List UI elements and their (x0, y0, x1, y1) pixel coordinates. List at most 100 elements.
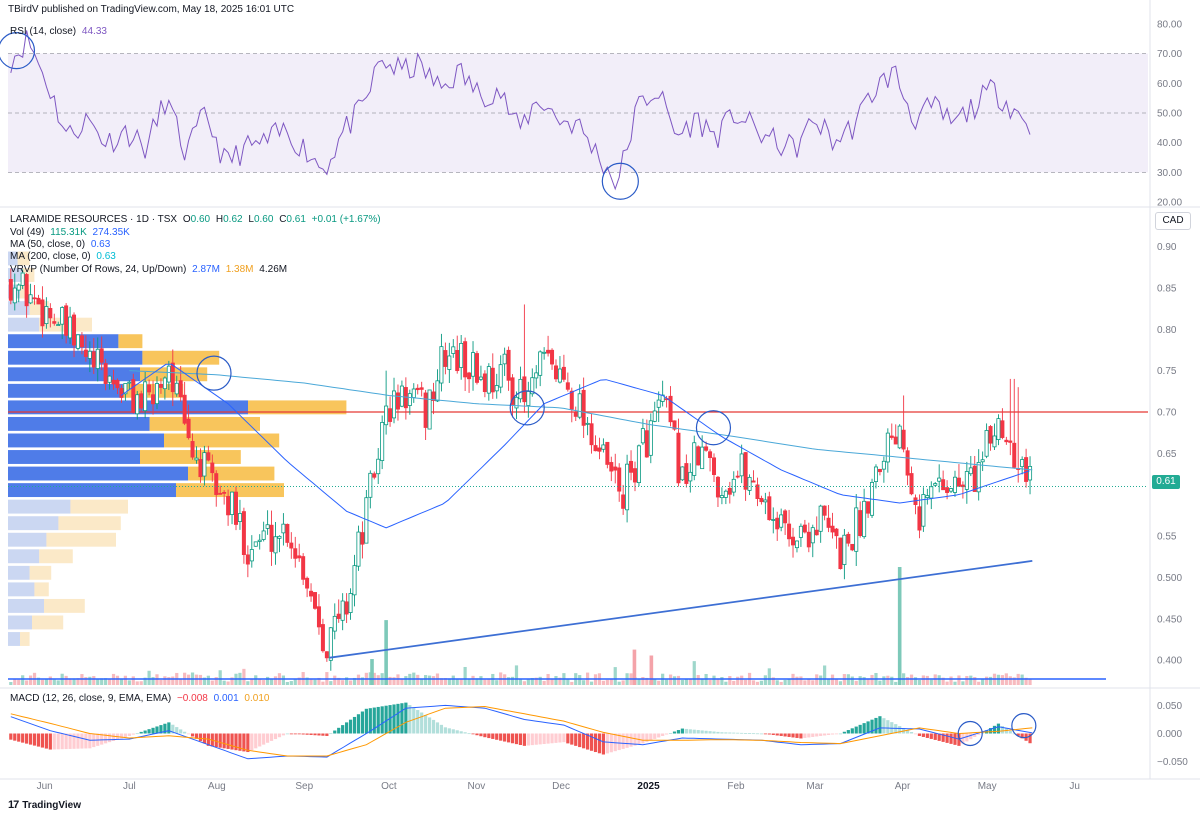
candle-body-50 (206, 452, 211, 461)
tradingview-brand[interactable]: 17 TradingView (8, 799, 81, 811)
vrvp-up-21 (8, 598, 44, 613)
vrvp-legend[interactable]: VRVP (Number Of Rows, 24, Up/Down) 2.87M… (10, 263, 290, 276)
macd-hist-70 (285, 733, 289, 735)
symbol-legend[interactable]: LARAMIDE RESOURCES · 1D · TSX O0.60 H0.6… (10, 213, 384, 226)
macd-hist-186 (744, 733, 748, 734)
candle-body-16 (72, 314, 77, 346)
ma200-line (129, 370, 1033, 471)
macd-hist-108 (435, 722, 440, 734)
volume-bar-66 (269, 679, 274, 685)
volume-legend-v1: 115.31K (50, 227, 87, 238)
candle-body-154 (617, 467, 622, 492)
candle-body-144 (577, 393, 582, 418)
ma200-legend[interactable]: MA (200, close, 0) 0.63 (10, 250, 119, 263)
candle-body-181 (723, 490, 728, 498)
rsi-annotation-circle-0 (0, 32, 36, 70)
candle-body-220 (877, 468, 882, 473)
macd-hist-98 (396, 703, 400, 734)
volume-legend[interactable]: Vol (49) 115.31K 274.35K (10, 226, 133, 239)
axes: 80.00 70.00 60.00 50.00 40.00 30.00 20.00 0.90 0… (0, 0, 1200, 792)
candle-body-230 (917, 506, 922, 531)
volume-bar-197 (787, 678, 791, 685)
volume-bar-242 (965, 675, 969, 685)
macd-hist-113 (455, 730, 459, 734)
macd-hist-162 (649, 733, 653, 741)
macd-hist-41 (171, 724, 175, 734)
volume-bar-55 (226, 681, 230, 685)
volume-bar-28 (119, 678, 124, 685)
candle-body-210 (838, 537, 843, 570)
rsi-legend[interactable]: RSI (14, close) 44.33 (10, 25, 110, 38)
vrvp-up-4 (8, 317, 40, 332)
macd-hist-19 (84, 733, 88, 749)
volume-bar-138 (554, 676, 558, 685)
volume-bar-78 (317, 677, 321, 685)
volume-bar-254 (1012, 677, 1016, 685)
ohlc-high-label: H (215, 214, 224, 225)
macd-hist-32 (135, 733, 139, 735)
price-tick: 0.55 (1157, 532, 1177, 543)
price-tick: 0.400 (1157, 656, 1182, 667)
macd-hist-251 (1000, 726, 1004, 734)
volume-bar-178 (712, 675, 716, 685)
ohlc-close-label: C (279, 214, 287, 225)
macd-hist-30 (127, 733, 131, 736)
macd-hist-67 (273, 733, 278, 740)
candle-body-242 (964, 471, 969, 490)
macd-hist-84 (341, 725, 345, 734)
candle-body-66 (269, 524, 274, 552)
candle-body-173 (692, 442, 697, 476)
macd-hist-188 (751, 733, 756, 735)
volume-bar-192 (767, 668, 771, 685)
volume-bar-132 (530, 677, 534, 685)
vrvp-up-16 (8, 516, 59, 531)
macd-hist-203 (811, 733, 815, 737)
volume-bar-166 (665, 679, 669, 685)
volume-bar-232 (925, 675, 929, 685)
macd-hist-76 (309, 733, 313, 735)
macd-hist-42 (175, 727, 179, 734)
candle-body-215 (858, 510, 863, 536)
macd-hist-171 (684, 728, 688, 734)
volume-bar-34 (143, 677, 147, 685)
candle-body-110 (443, 350, 448, 367)
macd-legend[interactable]: MACD (12, 26, close, 9, EMA, EMA) −0.008… (10, 692, 272, 705)
candle-body-89 (360, 532, 365, 545)
macd-hist-138 (554, 733, 558, 743)
candle-body-98 (395, 392, 400, 410)
macd-hist-164 (657, 733, 661, 738)
candle-body-79 (320, 624, 325, 652)
vrvp-down-12 (140, 450, 241, 464)
macd-hist-151 (605, 733, 609, 754)
volume-bar-10 (48, 676, 52, 685)
time-tick: Jun (37, 781, 53, 792)
candle-body-77 (313, 592, 318, 609)
candle-body-107 (431, 391, 436, 401)
candle-body-175 (700, 446, 705, 470)
volume-bar-174 (696, 675, 700, 685)
candle-body-133 (534, 372, 539, 379)
candle-body-200 (798, 525, 803, 538)
ohlc-high: 0.62 (223, 214, 243, 225)
candle-body-197 (787, 523, 792, 540)
macd-hist-125 (503, 733, 507, 742)
ma50-legend[interactable]: MA (50, close, 0) 0.63 (10, 238, 113, 251)
candle-body-111 (447, 355, 452, 370)
candle-body-135 (542, 351, 547, 354)
macd-hist-128 (514, 733, 519, 745)
volume-bar-12 (56, 680, 60, 685)
volume-bar-247 (984, 676, 989, 685)
candle-body-208 (830, 525, 835, 533)
macd-hist-18 (80, 733, 84, 749)
macd-hist-197 (787, 733, 791, 737)
macd-hist-161 (645, 733, 649, 742)
macd-hist-77 (313, 733, 317, 736)
macd-hist-4 (25, 733, 29, 744)
volume-bar-15 (68, 678, 72, 685)
macd-annotation-circle-0 (957, 720, 983, 747)
volume-bar-79 (321, 681, 325, 685)
candle-body-226 (901, 429, 906, 450)
volume-bar-99 (400, 679, 404, 685)
currency-button[interactable]: CAD (1155, 212, 1191, 230)
